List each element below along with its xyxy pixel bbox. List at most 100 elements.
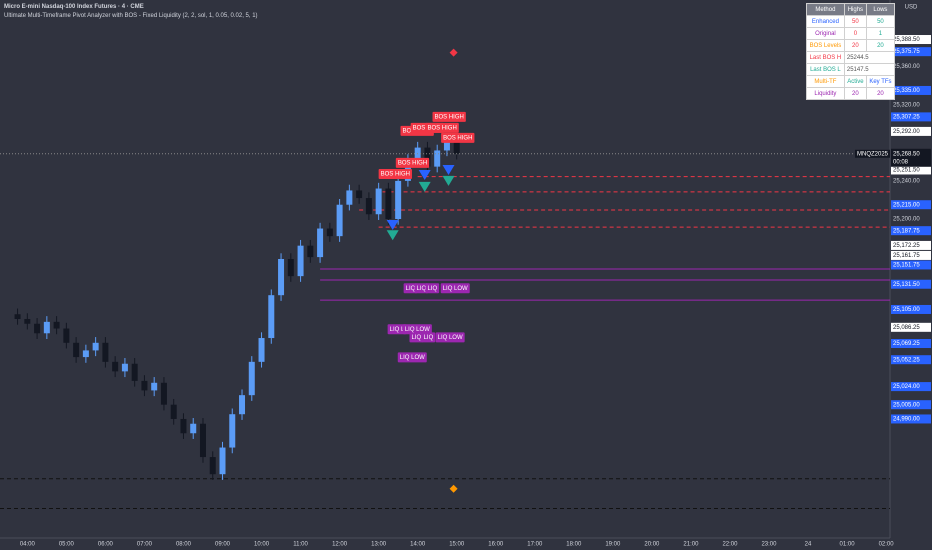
candle-body: [297, 245, 304, 277]
table-cell: Last BOS H: [806, 51, 845, 64]
candle-body: [151, 382, 158, 391]
candle-body: [209, 457, 216, 475]
bos-label: BOS HIGH: [398, 160, 427, 166]
candle-body: [326, 228, 333, 237]
x-tick-label: 18:00: [566, 542, 582, 548]
table-cell: 50: [865, 15, 896, 28]
liq-label: LIQ L: [390, 327, 405, 333]
price-marker-label: 25,161.75: [893, 253, 920, 259]
candle-body: [131, 363, 138, 381]
bos-label-bg: [395, 157, 430, 168]
symbol-title: Micro E-mini Nasdaq-100 Index Futures · …: [4, 4, 144, 10]
table-cell: 20: [865, 87, 896, 100]
bos-label: BOS HIGH: [435, 114, 464, 120]
y-tick-label: 25,200.00: [893, 217, 920, 223]
table-header: Method Highs Lows: [806, 3, 896, 16]
currency: USD: [905, 5, 918, 11]
candle-body: [199, 423, 206, 458]
candle-body: [160, 382, 167, 405]
liq-label: LIQ: [406, 286, 416, 292]
candle-body: [336, 204, 343, 237]
x-tick-label: 02:00: [879, 542, 895, 548]
table-cell: 25244.5: [843, 51, 896, 64]
candle-body: [287, 259, 294, 277]
candle-body: [307, 245, 314, 258]
liq-label-bg: [402, 324, 432, 335]
candle-body: [395, 180, 402, 220]
table-row: Multi-TF Active Key TFs: [806, 75, 896, 88]
last-price-bg: [891, 148, 931, 167]
candle-body: [229, 414, 236, 448]
last-price-label: 25,268.50: [893, 151, 920, 157]
x-tick-label: 05:00: [59, 542, 75, 548]
bos-label-bg: [432, 111, 466, 122]
table-header-cell: Lows: [865, 3, 896, 16]
candle-body: [219, 447, 226, 475]
price-marker-bg: [891, 165, 931, 175]
candle-body: [268, 295, 275, 339]
table-cell: Original: [806, 27, 845, 40]
signal: [386, 230, 399, 241]
price-marker-label: 25,215.00: [893, 202, 920, 208]
liq-label: LIQ: [427, 286, 437, 292]
price-marker-label: 25,005.00: [893, 402, 920, 408]
price-marker-label: 25,024.00: [893, 384, 920, 390]
x-tick-label: 19:00: [605, 542, 621, 548]
table-cell: BOS Levels: [806, 39, 845, 52]
price-marker-bg: [891, 112, 931, 122]
table-row: Enhanced 50 50: [806, 15, 896, 28]
candle-body: [102, 342, 109, 362]
liq-label-bg: [425, 283, 440, 294]
price-marker-label: 25,052.25: [893, 357, 920, 363]
candle-body: [73, 342, 80, 358]
price-marker-label: 25,131.50: [893, 282, 920, 288]
x-tick-label: 01:00: [840, 542, 856, 548]
x-tick-label: 06:00: [98, 542, 114, 548]
price-marker-bg: [891, 322, 931, 332]
table-cell: Enhanced: [806, 15, 845, 28]
price-axis-bg: [890, 0, 932, 550]
price-marker-bg: [891, 304, 931, 314]
bos-label: BOS HIGH: [443, 135, 472, 141]
stats-table: Method Highs Lows Enhanced 50 50 Original 0 1 BOS…: [806, 3, 896, 100]
x-tick-label: 10:00: [254, 542, 270, 548]
x-tick-label: 17:00: [527, 542, 543, 548]
candle-body: [170, 404, 177, 419]
table-row: Liquidity 20 20: [806, 87, 896, 100]
candle-body: [385, 188, 392, 220]
price-marker-bg: [891, 35, 931, 45]
table-header-cell: Method: [806, 3, 845, 16]
price-marker-label: 24,990.00: [893, 417, 920, 423]
price-marker-bg: [891, 47, 931, 57]
y-tick-label: 25,240.00: [893, 178, 920, 184]
x-tick-label: 11:00: [293, 542, 308, 548]
price-marker-label: 25,375.75: [893, 49, 920, 55]
candle-body: [365, 198, 372, 215]
x-tick-label: 15:00: [449, 542, 465, 548]
bos-label-bg: [425, 122, 459, 133]
price-marker-bg: [891, 279, 931, 289]
candle-body: [424, 147, 431, 167]
signal: [449, 484, 458, 493]
table-cell: 0: [843, 27, 867, 40]
candle-body: [63, 328, 70, 343]
candle-body: [190, 423, 197, 434]
table-row: Original 0 1: [806, 27, 896, 40]
table-header-cell: Highs: [843, 3, 867, 16]
price-marker-bg: [891, 339, 931, 349]
liq-label-bg: [387, 324, 407, 335]
candle-body: [356, 190, 363, 199]
x-tick-label: 22:00: [722, 542, 738, 548]
signal: [449, 48, 458, 57]
price-marker-bg: [891, 382, 931, 392]
price-marker-bg: [891, 240, 931, 250]
table-cell: 50: [843, 15, 867, 28]
candle-body: [443, 140, 450, 151]
price-marker-label: 25,292.00: [893, 129, 920, 135]
x-tick-label: 23:00: [761, 542, 777, 548]
price-marker-label: 25,069.25: [893, 341, 920, 347]
countdown: 00:08: [893, 159, 909, 165]
y-tick-label: 25,360.00: [893, 64, 920, 70]
table-cell: 20: [865, 39, 896, 52]
